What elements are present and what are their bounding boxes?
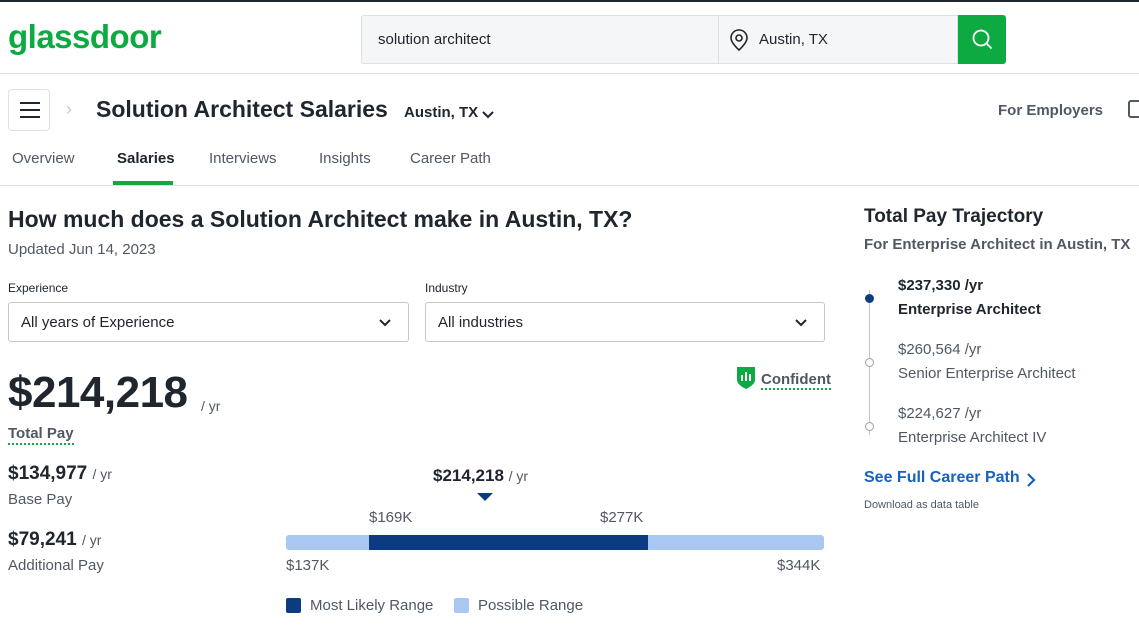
legend-possible-swatch (454, 598, 469, 613)
chevron-right-icon: › (66, 99, 72, 119)
trajectory-title: Total Pay Trajectory (864, 206, 1044, 227)
tab-career-path[interactable]: Career Path (410, 150, 491, 167)
tab-bar: Overview Salaries Interviews Insights Ca… (0, 140, 1139, 186)
search-icon (972, 29, 993, 50)
tab-salaries[interactable]: Salaries (117, 150, 175, 167)
total-pay-amount: $214,218 (8, 368, 188, 417)
menu-icon-bar (20, 109, 40, 111)
trajectory-dot (865, 294, 874, 303)
industry-value: All industries (438, 314, 524, 331)
trajectory-subtitle: For Enterprise Architect in Austin, TX (864, 236, 1131, 253)
range-max-label: $344K (777, 557, 821, 574)
trajectory-role[interactable]: Enterprise Architect (898, 301, 1041, 318)
menu-icon-bar (20, 116, 40, 118)
base-pay-label: Base Pay (8, 491, 73, 508)
base-pay-unit: / yr (92, 466, 112, 482)
location-value: Austin, TX (759, 31, 828, 48)
total-pay-unit: / yr (201, 398, 221, 414)
experience-value: All years of Experience (21, 314, 175, 331)
glassdoor-logo[interactable]: glassdoor (8, 18, 162, 55)
for-employers-link[interactable]: For Employers (998, 102, 1104, 119)
menu-button[interactable] (8, 89, 50, 131)
salary-heading: How much does a Solution Architect make … (8, 206, 633, 232)
location-input[interactable]: Austin, TX (718, 15, 958, 64)
chevron-down-icon (482, 111, 494, 119)
confidence-label: Confident (761, 371, 831, 390)
tab-insights[interactable]: Insights (319, 150, 371, 167)
median-pay: $214,218 / yr (433, 466, 528, 486)
see-full-career-path-label: See Full Career Path (864, 469, 1020, 486)
total-pay-label[interactable]: Total Pay (8, 425, 74, 445)
industry-label: Industry (425, 281, 468, 295)
trajectory-role[interactable]: Enterprise Architect IV (898, 429, 1047, 446)
additional-pay-value: $79,241 (8, 529, 77, 550)
menu-icon-bar (20, 102, 40, 104)
updated-date: Updated Jun 14, 2023 (8, 241, 156, 258)
download-data-table-link[interactable]: Download as data table (864, 499, 979, 511)
top-bar: glassdoor solution architect Austin, TX (0, 0, 1139, 74)
experience-label: Experience (8, 281, 69, 295)
trajectory-role[interactable]: Senior Enterprise Architect (898, 365, 1076, 382)
trajectory-amount: $260,564 /yr (898, 341, 982, 358)
additional-pay-label: Additional Pay (8, 557, 104, 574)
chevron-down-icon (379, 319, 391, 327)
tab-overview[interactable]: Overview (12, 150, 75, 167)
range-min-label: $137K (286, 557, 330, 574)
search-input[interactable]: solution architect (361, 15, 719, 64)
base-pay-value: $134,977 (8, 463, 88, 484)
trajectory-dot (865, 422, 874, 431)
likely-high-label: $277K (600, 509, 644, 526)
chevron-right-icon (1026, 473, 1036, 487)
active-tab-indicator (113, 181, 173, 185)
trajectory-amount: $224,627 /yr (898, 405, 982, 422)
experience-dropdown[interactable]: All years of Experience (8, 302, 409, 342)
likely-low-label: $169K (369, 509, 413, 526)
search-button[interactable] (958, 15, 1006, 64)
median-marker (477, 493, 493, 501)
additional-pay-amount: $79,241 / yr (8, 529, 101, 551)
location-pin-icon (730, 29, 748, 51)
chevron-down-icon (795, 319, 807, 327)
additional-pay-unit: / yr (81, 532, 102, 548)
legend-possible-label: Possible Range (478, 597, 584, 614)
median-value: $214,218 (433, 466, 504, 485)
likely-range-bar (369, 535, 648, 550)
employer-icon[interactable] (1128, 100, 1139, 118)
legend-likely-label: Most Likely Range (310, 597, 434, 614)
base-pay-amount: $134,977 / yr (8, 463, 112, 485)
location-selector-label: Austin, TX (404, 104, 479, 121)
confidence-shield-icon (737, 367, 755, 389)
see-full-career-path-link[interactable]: See Full Career Path (864, 469, 1036, 487)
location-selector[interactable]: Austin, TX (404, 104, 494, 121)
tab-interviews[interactable]: Interviews (209, 150, 277, 167)
legend-likely-swatch (286, 598, 301, 613)
trajectory-dot (865, 358, 874, 367)
median-unit: / yr (508, 468, 529, 484)
page-title: Solution Architect Salaries (96, 96, 388, 122)
trajectory-amount: $237,330 /yr (898, 277, 984, 294)
industry-dropdown[interactable]: All industries (425, 302, 825, 342)
